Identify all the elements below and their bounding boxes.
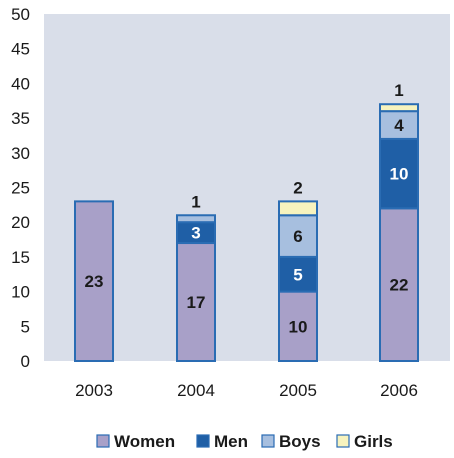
data-label-men-2004: 3 (191, 224, 200, 243)
bar-boys-2004 (176, 214, 216, 224)
bar-women-2003 (74, 200, 114, 362)
x-tick-label-2005: 2005 (279, 381, 317, 400)
data-label-women-2003: 23 (85, 272, 104, 291)
y-tick-label: 20 (11, 213, 30, 232)
bar-boys-2006 (379, 110, 419, 140)
legend-label-boys: Boys (279, 432, 321, 451)
x-tick-label-2003: 2003 (75, 381, 113, 400)
y-tick-label: 25 (11, 179, 30, 198)
y-tick-label: 15 (11, 248, 30, 267)
y-tick-label: 35 (11, 109, 30, 128)
legend-swatch-boys (261, 434, 275, 448)
x-tick-label-2006: 2006 (380, 381, 418, 400)
data-label-girls-2005: 2 (293, 178, 302, 197)
y-tick-label: 0 (21, 352, 30, 371)
data-label-women-2004: 17 (187, 293, 206, 312)
data-label-women-2006: 22 (390, 276, 409, 295)
y-tick-label: 45 (11, 40, 30, 59)
legend-label-women: Women (114, 432, 175, 451)
legend-swatch-girls (336, 434, 350, 448)
bar-men-2006 (379, 137, 419, 210)
y-tick-label: 30 (11, 144, 30, 163)
bar-girls-2006 (379, 103, 419, 113)
y-tick-label: 5 (21, 317, 30, 336)
data-label-boys-2004: 1 (191, 192, 200, 211)
data-label-men-2005: 5 (293, 265, 302, 284)
bar-women-2006 (379, 207, 419, 362)
data-label-boys-2006: 4 (394, 116, 404, 135)
y-tick-label: 50 (11, 5, 30, 24)
y-tick-label: 10 (11, 283, 30, 302)
data-label-women-2005: 10 (289, 317, 308, 336)
legend-swatch-women (96, 434, 110, 448)
data-label-men-2006: 10 (390, 165, 409, 184)
legend-label-girls: Girls (354, 432, 393, 451)
data-label-boys-2005: 6 (293, 227, 302, 246)
bar-girls-2005 (278, 200, 318, 217)
bar-women-2005 (278, 290, 318, 363)
y-tick-label: 40 (11, 74, 30, 93)
legend-swatch-men (196, 434, 210, 448)
data-label-girls-2006: 1 (394, 81, 403, 100)
x-tick-label-2004: 2004 (177, 381, 215, 400)
legend-label-men: Men (214, 432, 248, 451)
bar-boys-2005 (278, 214, 318, 258)
